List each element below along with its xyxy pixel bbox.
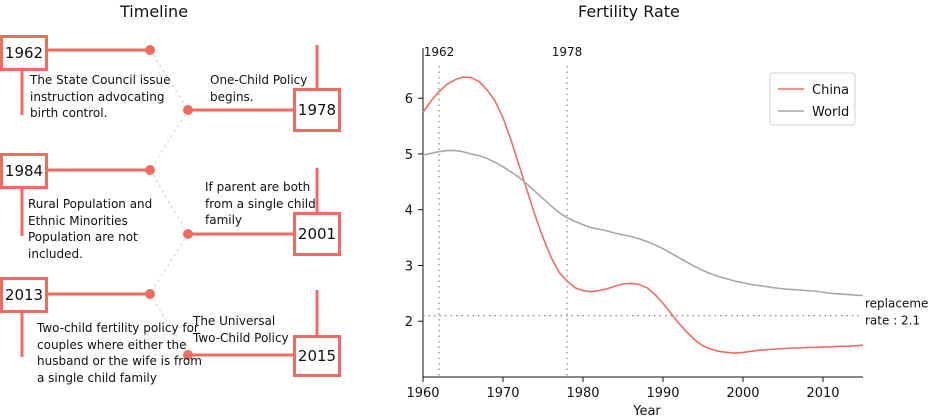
replacement-rate-value: rate : 2.1 [865, 314, 920, 328]
y-tick-label: 2 [405, 315, 413, 330]
timeline-year-box: 1962 [0, 35, 48, 71]
timeline-year-box: 2001 [293, 212, 341, 256]
x-tick-label: 2010 [806, 386, 839, 401]
x-tick-label: 1980 [566, 386, 599, 401]
timeline-dot [145, 165, 155, 175]
timeline-event-text: Two-child fertility policy for couples w… [37, 321, 202, 385]
timeline-title: Timeline [120, 2, 189, 21]
timeline-event-text: One-Child Policy begins. [210, 73, 308, 104]
x-tick-label: 1960 [406, 386, 439, 401]
timeline-event-text: Rural Population and Ethnic Minorities P… [28, 197, 153, 261]
timeline-year-box: 2015 [293, 335, 341, 377]
x-tick-label: 2000 [726, 386, 759, 401]
timeline-year-box: 1978 [293, 88, 341, 132]
timeline-year-box: 2013 [0, 277, 48, 313]
timeline-dot [145, 289, 155, 299]
timeline-event-text: The State Council issue instruction advo… [30, 73, 171, 121]
replacement-rate-label: replacement [865, 297, 928, 311]
x-axis-label: Year [632, 404, 661, 417]
timeline-dot [183, 105, 193, 115]
annotation-label: 1978 [552, 45, 583, 59]
legend-label: China [812, 83, 849, 98]
y-tick-label: 5 [405, 148, 413, 163]
x-tick-label: 1970 [486, 386, 519, 401]
timeline-dot [145, 45, 155, 55]
timeline-dot [183, 350, 193, 360]
x-tick-label: 1990 [646, 386, 679, 401]
series-line-china [422, 76, 864, 354]
y-tick-label: 3 [405, 259, 413, 274]
annotation-label: 1962 [424, 45, 455, 59]
timeline-dot [183, 229, 193, 239]
legend-box [769, 72, 856, 126]
chart-title: Fertility Rate [578, 2, 680, 21]
y-tick-label: 6 [405, 92, 413, 107]
series-line-world [422, 149, 864, 297]
timeline-event-text: The Universal Two-Child Policy [193, 314, 289, 345]
y-tick-label: 4 [405, 204, 413, 219]
legend-label: World [812, 105, 849, 120]
timeline-dotted-connector [149, 169, 189, 235]
timeline-event-text: If parent are both from a single child f… [205, 180, 316, 228]
timeline-year-box: 1984 [0, 153, 48, 189]
